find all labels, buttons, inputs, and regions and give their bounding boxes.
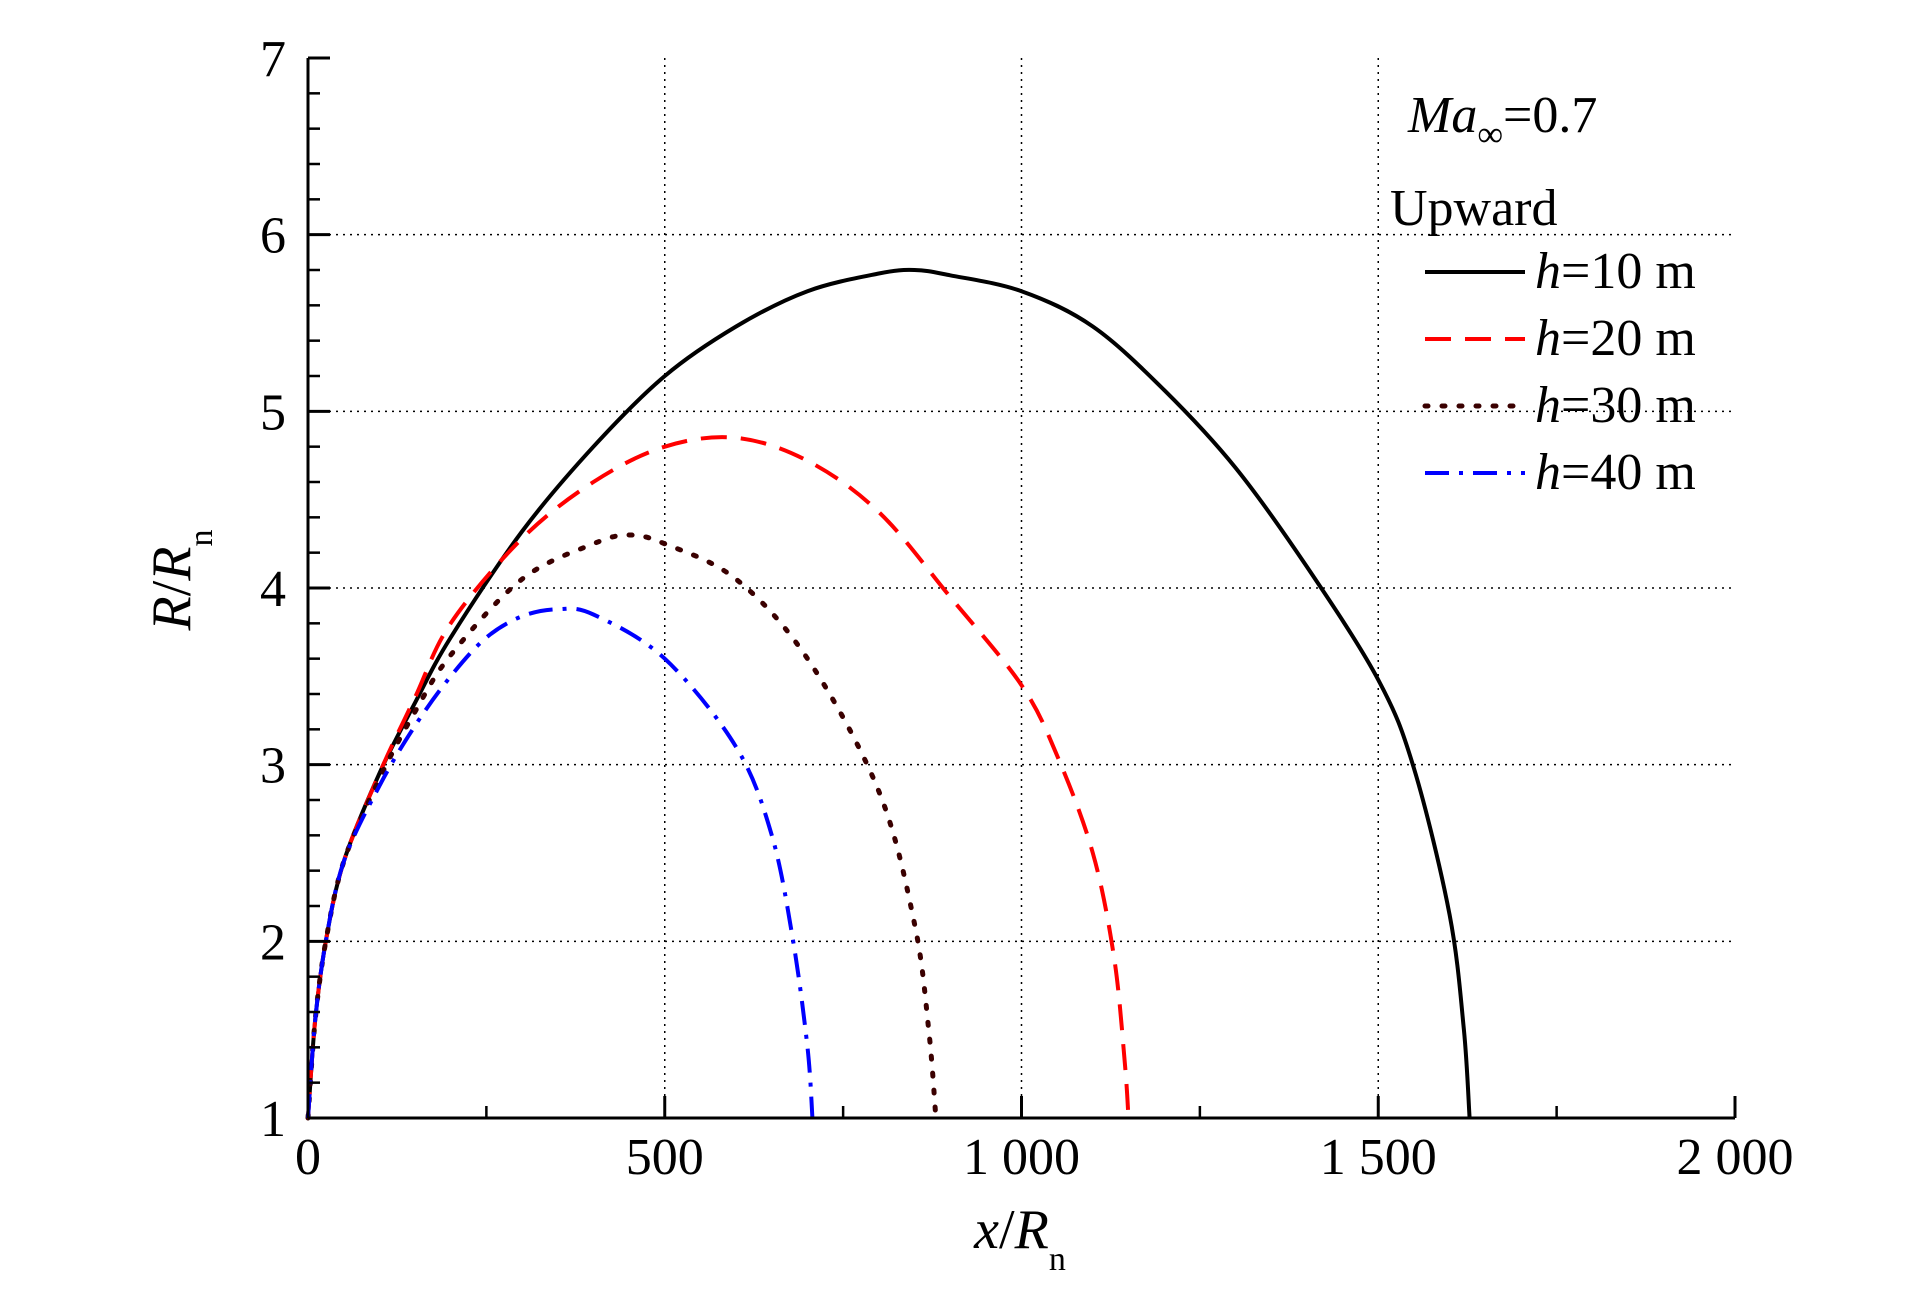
y-tick-label: 1 (260, 1091, 286, 1148)
series-line-4 (306, 606, 815, 1119)
legend-entry-var: h (1535, 310, 1561, 367)
y-axis-title: R/Rn (141, 530, 220, 632)
legend-entry-rest: =40 m (1561, 444, 1696, 501)
y-axis-title-sep: / (141, 580, 203, 596)
legend-entry-var: h (1535, 444, 1561, 501)
axis-ticks: 0 500 1 000 1 500 2 000 1 2 3 4 5 6 7 (260, 31, 1794, 1186)
x-tick-label: 0 (295, 1129, 321, 1186)
grid (308, 58, 1735, 1118)
annotation-mach: Ma∞=0.7 (1407, 87, 1597, 154)
x-axis-title: x/Rn (973, 1199, 1066, 1278)
series-line-1 (306, 267, 1472, 1119)
x-axis-title-sep: / (999, 1199, 1015, 1261)
x-axis-title-denom: R (1014, 1199, 1049, 1261)
annotation-mach-sub: ∞ (1477, 114, 1503, 154)
x-tick-label: 1 500 (1320, 1129, 1437, 1186)
legend-entry-2: h=20 m (1535, 310, 1696, 367)
legend: h=10 mh=20 mh=30 mh=40 m (1422, 243, 1696, 501)
legend-entry-rest: =10 m (1561, 243, 1696, 300)
legend-entry-1: h=10 m (1535, 243, 1696, 300)
series-lines (305, 267, 1472, 1121)
y-tick-label: 5 (260, 384, 286, 441)
legend-entry-4: h=40 m (1535, 444, 1696, 501)
series-line-3 (305, 532, 939, 1121)
x-tick-label: 1 000 (963, 1129, 1080, 1186)
legend-title: Upward (1390, 180, 1558, 237)
y-axis-title-var: R (141, 596, 203, 631)
y-tick-label: 7 (260, 31, 286, 88)
annotation-mach-rest: =0.7 (1503, 87, 1597, 144)
y-axis-title-sub: n (183, 530, 220, 547)
x-tick-label: 2 000 (1677, 1129, 1794, 1186)
legend-entry-rest: =20 m (1561, 310, 1696, 367)
y-tick-label: 3 (260, 738, 286, 795)
x-axis-title-sub: n (1049, 1241, 1066, 1278)
x-tick-label: 500 (626, 1129, 704, 1186)
x-axis-title-var: x (973, 1199, 999, 1261)
annotation-mach-var: Ma (1407, 87, 1477, 144)
y-tick-label: 4 (260, 561, 286, 618)
legend-entry-rest: =30 m (1561, 377, 1696, 434)
y-tick-label: 2 (260, 914, 286, 971)
legend-entry-var: h (1535, 377, 1561, 434)
y-axis-title-denom: R (141, 547, 203, 582)
series-line-2 (306, 435, 1131, 1119)
y-tick-label: 6 (260, 208, 286, 265)
legend-entry-3: h=30 m (1535, 377, 1696, 434)
legend-entry-var: h (1535, 243, 1561, 300)
